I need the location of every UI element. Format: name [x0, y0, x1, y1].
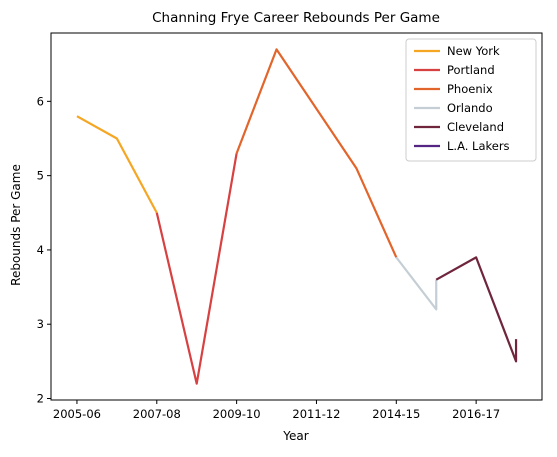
- y-tick-label-3: 5: [37, 169, 44, 183]
- x-tick-label-1: 2007-08: [133, 407, 181, 421]
- x-tick-label-2: 2009-10: [213, 407, 261, 421]
- legend-label-5: L.A. Lakers: [447, 139, 510, 153]
- series-line-4: [435, 256, 518, 363]
- y-tick-label-2: 4: [37, 243, 44, 257]
- x-tick-label-3: 2011-12: [292, 407, 340, 421]
- y-tick-label-1: 3: [37, 317, 44, 331]
- x-axis-label: Year: [282, 429, 308, 443]
- x-tick-label-4: 2014-15: [372, 407, 420, 421]
- legend-label-2: Phoenix: [447, 82, 493, 96]
- legend-label-0: New York: [447, 44, 500, 58]
- legend-label-3: Orlando: [447, 101, 493, 115]
- series-line-2: [235, 48, 398, 258]
- y-tick-label-4: 6: [37, 94, 44, 108]
- series-line-0: [76, 115, 158, 214]
- chart-title: Channing Frye Career Rebounds Per Game: [152, 10, 440, 26]
- series-line-3: [395, 256, 438, 311]
- plot-area: 2005-06 2007-08 2009-10 2011-12 2014-15 2016-…: [37, 32, 543, 421]
- x-tick-label-5: 2016-17: [452, 407, 500, 421]
- legend-label-1: Portland: [447, 63, 495, 77]
- plot-frame: [50, 32, 543, 401]
- y-tick-label-0: 2: [37, 392, 44, 406]
- series-line-1: [155, 153, 238, 385]
- x-tick-label-0: 2005-06: [53, 407, 101, 421]
- legend-label-4: Cleveland: [447, 120, 504, 134]
- y-axis-label: Rebounds Per Game: [9, 164, 23, 286]
